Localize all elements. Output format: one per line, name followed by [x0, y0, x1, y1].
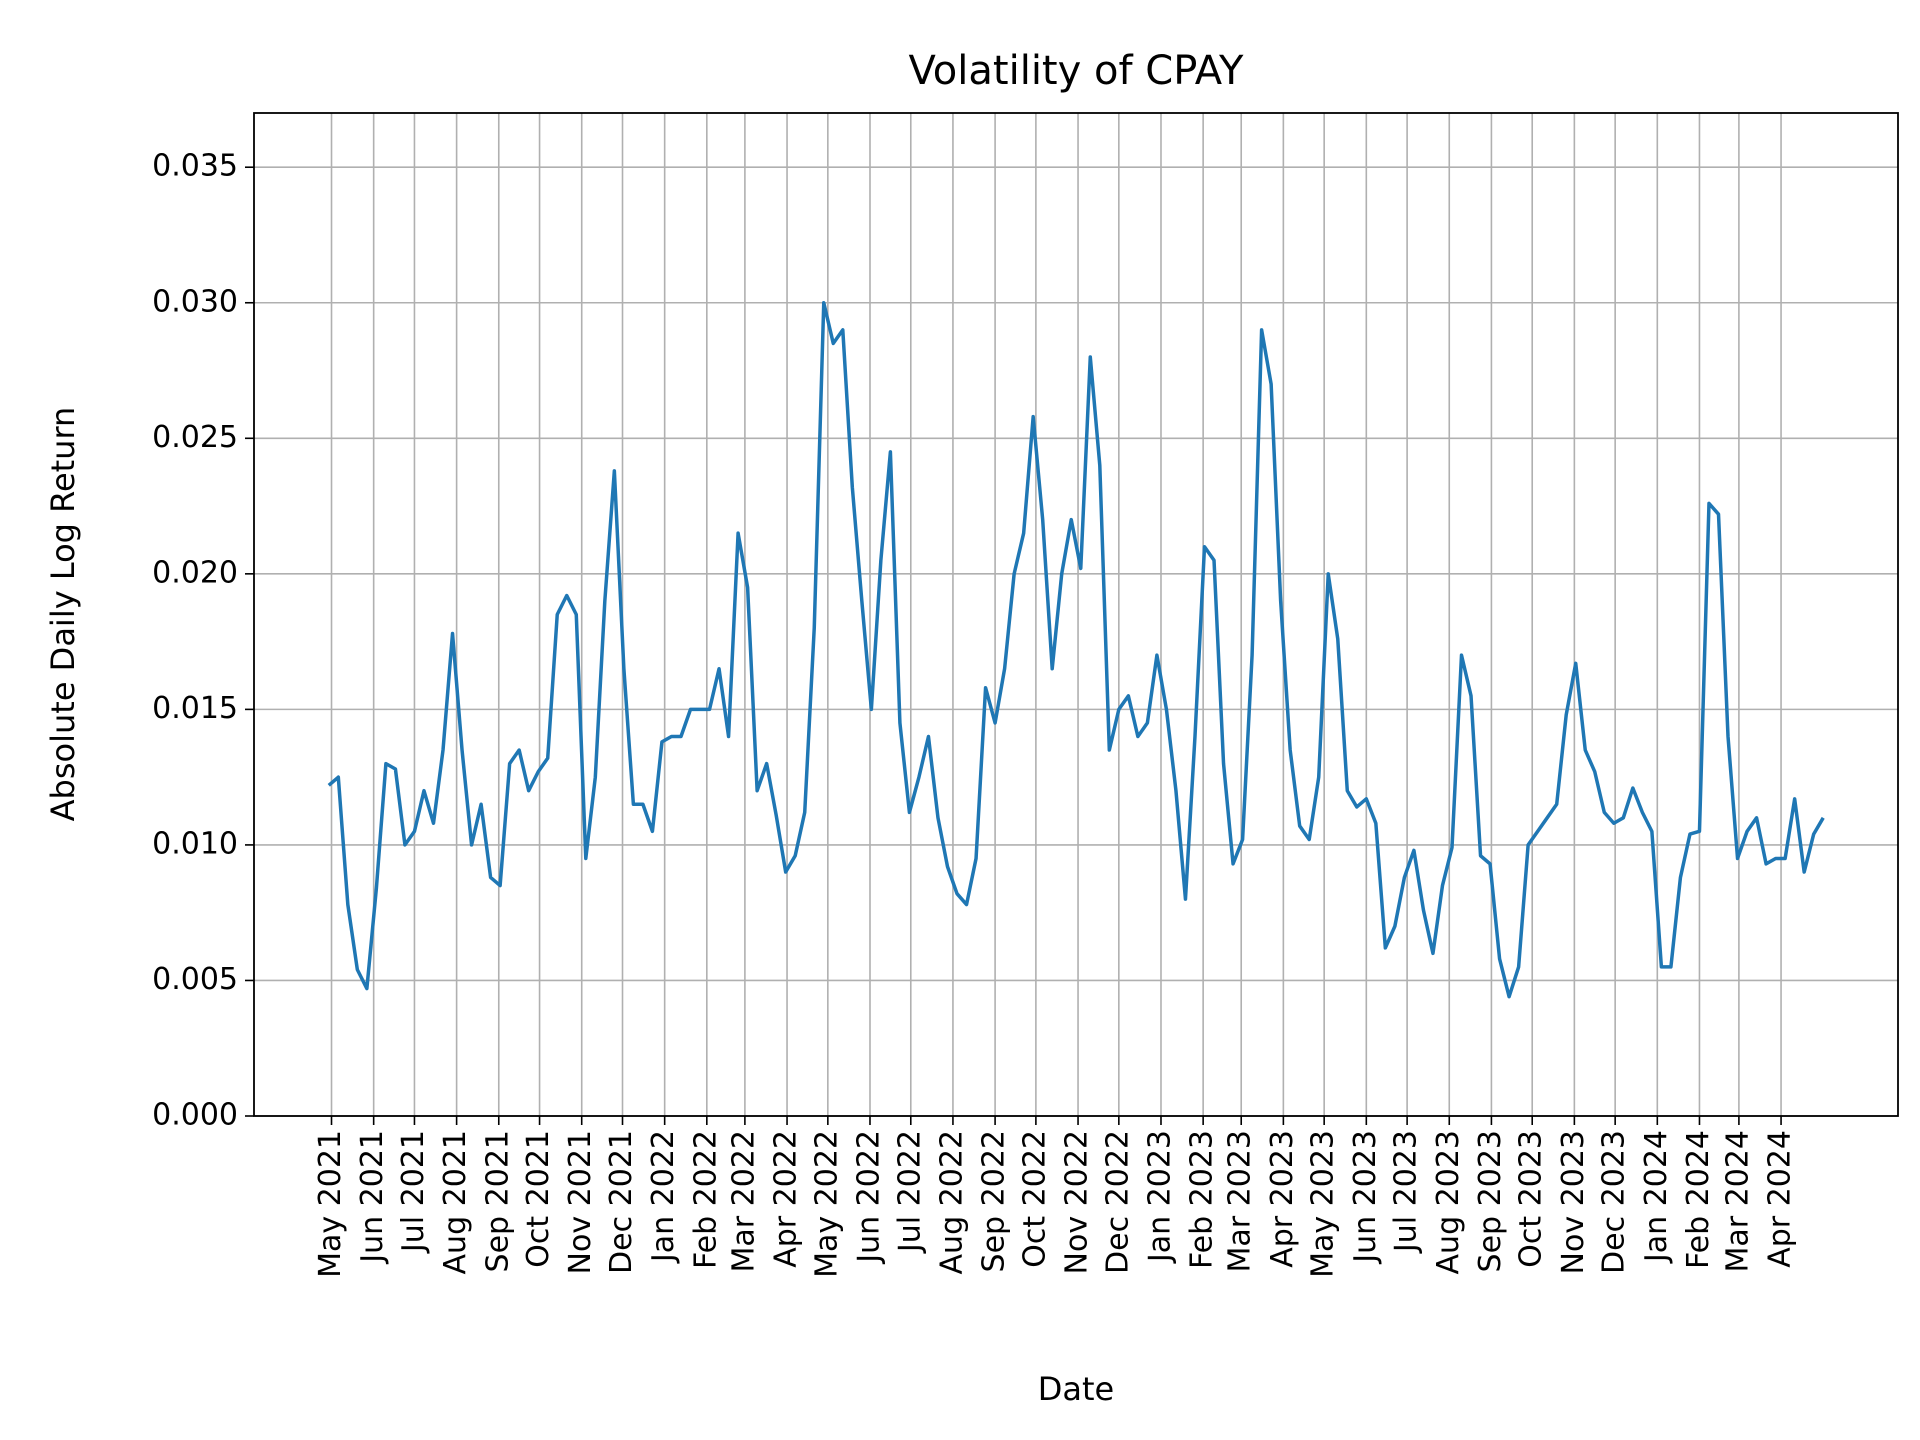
y-tick-label: 0.000 [152, 1098, 238, 1133]
x-tick-label: Dec 2021 [604, 1130, 639, 1274]
x-tick-label: Apr 2023 [1265, 1130, 1300, 1268]
y-tick-label: 0.025 [152, 420, 238, 455]
y-tick-label: 0.030 [152, 284, 238, 319]
y-tick-label: 0.035 [152, 149, 238, 184]
x-tick-label: Apr 2022 [769, 1130, 804, 1268]
x-tick-label: May 2022 [809, 1130, 844, 1278]
x-tick-label: Jun 2022 [851, 1130, 886, 1265]
data-line [327, 301, 1825, 999]
x-tick-label: Jan 2023 [1142, 1130, 1177, 1264]
x-tick-label: Oct 2022 [1017, 1130, 1052, 1268]
x-tick-label: Mar 2024 [1720, 1130, 1755, 1273]
x-tick-label: Mar 2022 [726, 1130, 761, 1273]
x-tick-label: Apr 2024 [1763, 1130, 1798, 1268]
y-tick-label: 0.010 [152, 826, 238, 861]
x-tick-label: Jan 2024 [1639, 1130, 1674, 1264]
x-tick-label: Dec 2022 [1100, 1130, 1135, 1274]
plot-frame [253, 112, 1899, 1117]
x-tick-label: Aug 2022 [934, 1130, 969, 1274]
x-tick-label: Jun 2023 [1348, 1130, 1383, 1265]
x-tick-label: Sep 2022 [977, 1130, 1012, 1272]
x-tick-label: Aug 2023 [1431, 1130, 1466, 1274]
y-tick-label: 0.005 [152, 962, 238, 997]
x-tick-label: May 2023 [1306, 1130, 1341, 1278]
x-tick-label: Oct 2023 [1514, 1130, 1549, 1268]
x-tick-label: Feb 2023 [1185, 1130, 1220, 1269]
y-axis-label: Absolute Daily Log Return [44, 407, 82, 822]
x-tick-label: Mar 2023 [1223, 1130, 1258, 1273]
x-tick-label: Nov 2021 [563, 1130, 598, 1274]
x-tick-label: Nov 2023 [1556, 1130, 1591, 1274]
x-tick-label: Feb 2024 [1681, 1130, 1716, 1269]
x-tick-label: Sep 2023 [1473, 1130, 1508, 1272]
x-tick-label: Sep 2021 [480, 1130, 515, 1272]
x-tick-label: Jul 2021 [396, 1130, 431, 1254]
x-tick-label: Jan 2022 [646, 1130, 681, 1264]
x-tick-label: May 2021 [313, 1130, 348, 1278]
chart-title: Volatility of CPAY [909, 48, 1244, 94]
x-tick-label: Jul 2023 [1389, 1130, 1424, 1254]
x-tick-label: Aug 2021 [438, 1130, 473, 1274]
x-tick-label: Jul 2022 [892, 1130, 927, 1254]
y-tick-label: 0.015 [152, 691, 238, 726]
x-axis-label: Date [1038, 1370, 1114, 1408]
y-tick-label: 0.020 [152, 555, 238, 590]
x-tick-label: Feb 2022 [688, 1130, 723, 1269]
x-tick-label: Jun 2021 [355, 1130, 390, 1265]
x-tick-label: Nov 2022 [1060, 1130, 1095, 1274]
x-tick-label: Oct 2021 [521, 1130, 556, 1268]
x-tick-label: Dec 2023 [1597, 1130, 1632, 1274]
